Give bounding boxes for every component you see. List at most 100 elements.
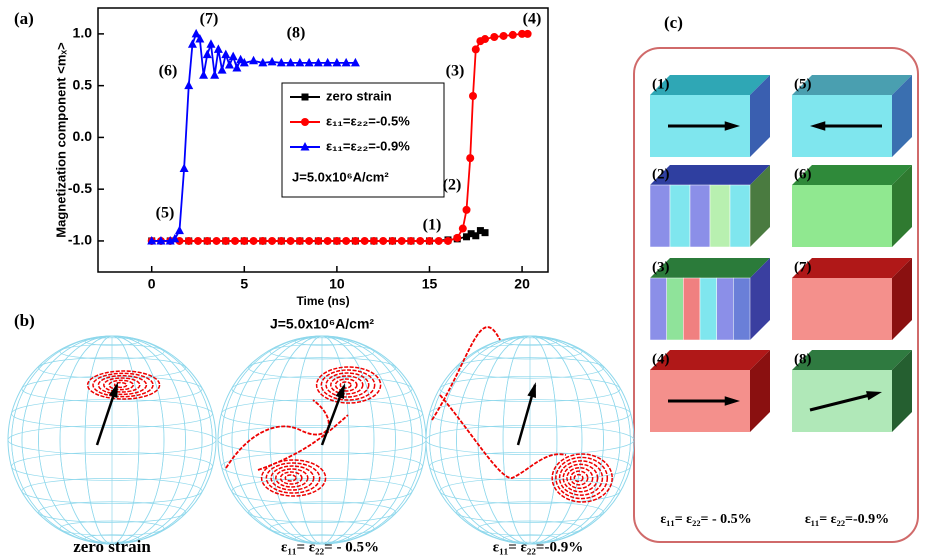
cube-side bbox=[892, 350, 912, 432]
marker bbox=[301, 118, 309, 126]
cube: (5) bbox=[792, 75, 912, 157]
domain bbox=[683, 277, 701, 341]
marker bbox=[191, 28, 201, 38]
sphere: ε₁₁= ε₂₂= - 0.5% bbox=[217, 335, 427, 555]
trajectory bbox=[279, 471, 303, 485]
cube-side bbox=[892, 75, 912, 157]
marker bbox=[490, 32, 499, 41]
trajectory bbox=[330, 375, 364, 395]
parallel bbox=[231, 376, 413, 402]
marker bbox=[467, 230, 475, 238]
parallel bbox=[59, 520, 165, 536]
cube: (6) bbox=[792, 165, 912, 247]
trajectory bbox=[257, 414, 349, 471]
y-tick-label: 0.0 bbox=[73, 128, 93, 144]
marker bbox=[231, 236, 240, 245]
marker bbox=[469, 92, 477, 100]
parallel bbox=[439, 478, 621, 504]
marker bbox=[351, 236, 360, 245]
domain bbox=[689, 184, 711, 248]
annotation: (6) bbox=[159, 63, 178, 80]
x-tick-label: 15 bbox=[422, 276, 438, 292]
trajectory bbox=[439, 394, 567, 479]
panel-label: (c) bbox=[664, 13, 683, 32]
arrow bbox=[809, 392, 875, 412]
x-axis-label: Time (ns) bbox=[296, 294, 349, 308]
marker bbox=[434, 236, 443, 245]
arrow-head bbox=[724, 396, 740, 406]
panel-label: (a) bbox=[14, 9, 34, 28]
marker bbox=[228, 51, 238, 61]
x-tick-label: 5 bbox=[240, 276, 248, 292]
cube-side bbox=[750, 75, 770, 157]
marker bbox=[323, 236, 332, 245]
annotation: (2) bbox=[443, 177, 462, 194]
trajectory bbox=[265, 462, 321, 494]
marker bbox=[341, 57, 351, 67]
parallel bbox=[38, 357, 186, 379]
series-line bbox=[151, 31, 356, 242]
marker bbox=[300, 142, 310, 151]
arrow-head bbox=[108, 382, 118, 398]
cube-side bbox=[892, 258, 912, 340]
cube-top bbox=[650, 75, 770, 95]
trajectory bbox=[558, 460, 604, 496]
marker bbox=[416, 236, 425, 245]
cube-top bbox=[650, 165, 770, 185]
marker bbox=[221, 236, 230, 245]
cube: (4) bbox=[650, 350, 770, 432]
parallel bbox=[456, 501, 604, 523]
legend-note: J=5.0x10⁶A/cm² bbox=[292, 169, 389, 184]
marker bbox=[332, 57, 342, 67]
arrow-head bbox=[335, 383, 346, 399]
cube-caption: ε₁₁= ε₂₂=-0.9% bbox=[805, 512, 889, 527]
marker bbox=[304, 57, 314, 67]
cube-label: (2) bbox=[652, 166, 670, 182]
cube-top bbox=[792, 258, 912, 278]
parallel bbox=[231, 478, 413, 504]
domain bbox=[666, 277, 684, 341]
outline bbox=[7, 335, 217, 545]
marker bbox=[305, 236, 314, 245]
trajectory bbox=[339, 381, 352, 389]
marker bbox=[462, 205, 471, 214]
marker bbox=[179, 163, 189, 172]
arrow-head bbox=[527, 382, 536, 398]
marker bbox=[518, 29, 527, 38]
annotation: (3) bbox=[446, 63, 465, 80]
cube-label: (7) bbox=[794, 259, 812, 275]
trajectory bbox=[431, 326, 501, 421]
parallel bbox=[38, 501, 186, 523]
trajectory bbox=[334, 378, 358, 392]
y-tick-label: -1.0 bbox=[68, 232, 92, 248]
trajectory bbox=[551, 453, 613, 503]
cube-side bbox=[750, 350, 770, 432]
parallel bbox=[477, 344, 583, 360]
parallel bbox=[502, 337, 558, 346]
trajectory bbox=[260, 459, 327, 497]
trajectory bbox=[573, 473, 584, 483]
marker bbox=[472, 232, 480, 240]
arrow-head bbox=[866, 391, 882, 401]
marker bbox=[444, 236, 452, 245]
domain bbox=[709, 184, 731, 248]
trajectory bbox=[113, 381, 128, 389]
marker bbox=[199, 70, 209, 79]
cube-side bbox=[750, 165, 770, 247]
marker bbox=[360, 236, 369, 245]
marker bbox=[249, 55, 259, 65]
cube-front bbox=[792, 278, 892, 340]
marker bbox=[268, 236, 277, 245]
trajectory bbox=[569, 470, 589, 486]
y-axis-label: Magnetization component <mₓ> bbox=[53, 42, 68, 238]
marker bbox=[481, 35, 490, 44]
marker bbox=[379, 236, 388, 245]
trajectory bbox=[86, 370, 161, 400]
parallel bbox=[294, 534, 350, 543]
marker bbox=[212, 236, 221, 245]
y-tick-label: -0.5 bbox=[68, 180, 92, 196]
marker bbox=[267, 56, 277, 66]
cube-top bbox=[792, 350, 912, 370]
sphere-caption: ε₁₁= ε₂₂= - 0.5% bbox=[281, 539, 379, 555]
cube: (7) bbox=[792, 258, 912, 340]
